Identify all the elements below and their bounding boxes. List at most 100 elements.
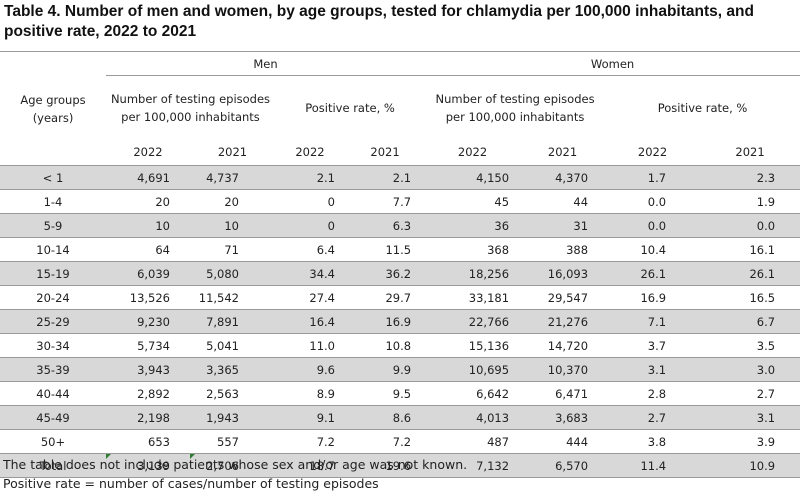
value-cell: 16.5 [700,285,800,310]
value-cell: 16.4 [275,309,345,334]
value-cell: 4,737 [190,165,275,190]
value-cell: 2,198 [106,405,190,430]
value-cell: 3.5 [700,333,800,358]
cell-marker-icon [190,454,195,459]
value-cell: 19.6 [345,453,426,478]
value-cell: 1.7 [605,165,701,190]
value-cell: 18.7 [275,453,345,478]
value-cell: 21,276 [520,309,606,334]
year-header: 2022 [457,145,488,159]
value-cell: 5,080 [190,261,275,286]
age-group-cell: 25-29 [0,309,106,334]
year-header: 2022 [295,145,325,159]
year-header: 2021 [547,145,578,159]
age-group-cell: 50+ [0,429,106,454]
age-group-cell: 15-19 [0,261,106,286]
value-cell: 0 [275,189,345,214]
year-header: 2022 [133,145,163,159]
table-row: 40-44 2,892 2,563 8.9 9.5 6,642 6,471 2.8 2.7 [0,381,800,406]
year-header: 2022 [637,145,668,159]
age-group-cell: 1-4 [0,189,106,214]
value-cell: 5,041 [190,333,275,358]
value-cell: 3.0 [700,357,800,382]
value-cell: 11,542 [190,285,275,310]
value-cell: 14,720 [520,333,606,358]
note-line: The table does not include patients whos… [3,457,468,472]
value-cell: 27.4 [275,285,345,310]
value-cell: 0.0 [700,213,800,238]
value-text: 3,139 [137,458,170,473]
value-cell: 0.0 [605,189,701,214]
value-cell: 10.4 [605,237,701,262]
value-cell: 16,093 [520,261,606,286]
value-cell: 3.1 [700,405,800,430]
table-row: 10-14 64 71 6.4 11.5 368 388 10.4 16.1 [0,237,800,262]
women-header: Women [425,51,800,76]
age-group-cell: 35-39 [0,357,106,382]
value-cell: 7.2 [345,429,426,454]
table-row: 1-4 20 20 0 7.7 45 44 0.0 1.9 [0,189,800,214]
value-cell: 3.7 [605,333,701,358]
year-header: 2021 [735,145,765,159]
value-cell: 7,891 [190,309,275,334]
table-row: 35-39 3,943 3,365 9.6 9.9 10,695 10,370 3.1 3.0 [0,357,800,382]
value-cell: 653 [106,429,190,454]
value-cell: 20 [106,189,190,214]
table-row: 25-29 9,230 7,891 16.4 16.9 22,766 21,276 7.1 6.… [0,309,800,334]
value-cell: 20 [190,189,275,214]
table-body: < 1 4,691 4,737 2.1 2.1 4,150 4,370 1.7 2.3 1-4 20… [0,165,800,478]
value-cell: 2.1 [345,165,426,190]
value-cell: 2.7 [700,381,800,406]
age-group-cell: Total [0,453,106,478]
table-row: 5-9 10 10 0 6.3 36 31 0.0 0.0 [0,213,800,238]
value-cell: 10,695 [425,357,521,382]
value-cell: 15,136 [425,333,521,358]
value-cell: 2.1 [275,165,345,190]
age-group-cell: < 1 [0,165,106,190]
value-cell: 31 [520,213,606,238]
value-cell: 2.3 [700,165,800,190]
value-cell: 10,370 [520,357,606,382]
value-cell: 3.8 [605,429,701,454]
table-row: 45-49 2,198 1,943 9.1 8.6 4,013 3,683 2.7 3.1 [0,405,800,430]
value-cell: 2,706 [190,453,275,478]
value-text: 2,706 [206,458,239,473]
age-group-cell: 20-24 [0,285,106,310]
value-cell: 3,683 [520,405,606,430]
value-cell: 10 [190,213,275,238]
value-cell: 33,181 [425,285,521,310]
women-testing-header: Number of testing episodes per 100,000 i… [435,91,595,124]
women-positive-header: Positive rate, % [657,100,748,115]
value-cell: 10.8 [345,333,426,358]
value-cell: 18,256 [425,261,521,286]
age-group-cell: 30-34 [0,333,106,358]
value-cell: 3.1 [605,357,701,382]
value-cell: 487 [425,429,521,454]
value-cell: 9.1 [275,405,345,430]
value-cell: 22,766 [425,309,521,334]
value-cell: 4,013 [425,405,521,430]
age-group-cell: 10-14 [0,237,106,262]
value-cell: 3.9 [700,429,800,454]
men-testing-header: Number of testing episodes per 100,000 i… [110,91,271,124]
value-cell: 6.4 [275,237,345,262]
value-cell: 388 [520,237,606,262]
note-line: Positive rate = number of cases/number o… [3,476,379,491]
value-cell: 36.2 [345,261,426,286]
value-cell: 0.0 [605,213,701,238]
table-row: Total 3,139 2,706 18.7 19.6 7,132 6,570 11.4 10.… [0,453,800,478]
cell-marker-icon [106,454,111,459]
men-positive-header: Positive rate, % [305,100,395,115]
value-cell: 7.1 [605,309,701,334]
value-cell: 16.9 [605,285,701,310]
value-cell: 8.9 [275,381,345,406]
age-group-cell: 5-9 [0,213,106,238]
value-cell: 6,471 [520,381,606,406]
value-cell: 16.1 [700,237,800,262]
value-cell: 2.7 [605,405,701,430]
value-cell: 6.3 [345,213,426,238]
value-cell: 3,365 [190,357,275,382]
value-cell: 9.5 [345,381,426,406]
age-groups-header: Age groups (years) [0,51,106,166]
value-cell: 2,892 [106,381,190,406]
